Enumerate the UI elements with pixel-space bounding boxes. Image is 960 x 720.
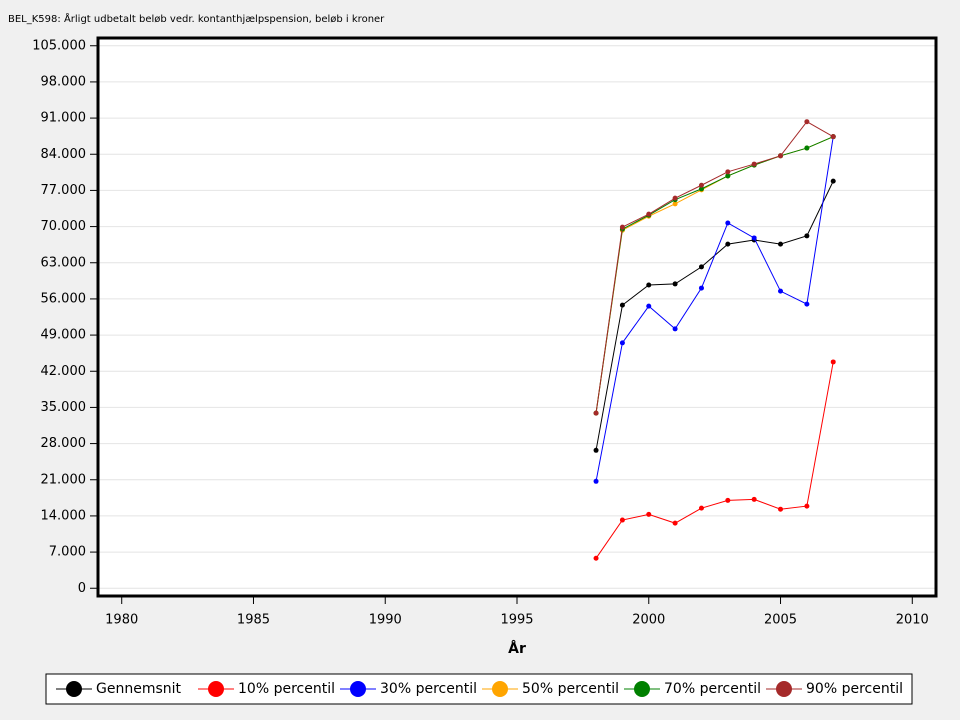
lines <box>593 119 836 561</box>
point <box>725 169 731 175</box>
point <box>778 288 784 294</box>
y-tick-label: 77.000 <box>41 183 87 198</box>
series-line <box>595 136 834 482</box>
series-line <box>595 361 834 559</box>
point <box>593 447 599 453</box>
point <box>698 285 704 291</box>
y-tick-label: 105.000 <box>32 38 86 53</box>
point <box>725 241 731 247</box>
plot-area <box>98 38 936 596</box>
legend-label: 30% percentil <box>380 681 477 697</box>
point <box>830 178 836 184</box>
x-tick-label: 2000 <box>632 613 665 628</box>
y-tick-label: 14.000 <box>41 508 87 523</box>
point <box>672 195 678 201</box>
point <box>778 241 784 247</box>
point <box>619 340 625 346</box>
point <box>698 505 704 511</box>
point <box>725 173 731 179</box>
x-tick-label: 1985 <box>237 613 270 628</box>
point <box>672 520 678 526</box>
x-tick-label: 1980 <box>105 613 138 628</box>
y-tick-label: 35.000 <box>41 400 87 415</box>
y-tick-label: 63.000 <box>41 255 87 270</box>
point <box>646 303 652 309</box>
y-tick-label: 49.000 <box>41 328 87 343</box>
series-line <box>595 121 834 414</box>
y-tick-label: 0 <box>78 581 86 596</box>
point <box>593 410 599 416</box>
point <box>751 161 757 167</box>
point <box>725 220 731 226</box>
point <box>593 478 599 484</box>
point <box>804 145 810 151</box>
legend-label: Gennemsnit <box>96 681 182 697</box>
point <box>646 282 652 288</box>
y-tick-label: 91.000 <box>41 111 87 126</box>
legend-swatch <box>66 681 82 697</box>
point <box>619 224 625 230</box>
point <box>672 281 678 287</box>
point <box>830 134 836 140</box>
point <box>672 326 678 332</box>
x-tick-label: 2005 <box>764 613 797 628</box>
grid <box>98 45 936 589</box>
point <box>698 182 704 188</box>
y-tick-label: 98.000 <box>41 74 87 89</box>
y-tick-label: 42.000 <box>41 364 87 379</box>
legend-swatch <box>492 681 508 697</box>
x-tick-label: 1990 <box>369 613 402 628</box>
y-tick-label: 70.000 <box>41 219 87 234</box>
y-tick-label: 28.000 <box>41 436 87 451</box>
point <box>804 233 810 239</box>
y-tick-label: 56.000 <box>41 291 87 306</box>
point <box>646 511 652 517</box>
point <box>698 186 704 192</box>
legend-label: 70% percentil <box>664 681 761 697</box>
point <box>593 555 599 561</box>
point <box>619 517 625 523</box>
point <box>804 119 810 125</box>
point <box>778 506 784 512</box>
point <box>830 359 836 365</box>
legend-swatch <box>776 681 792 697</box>
series-line <box>595 136 834 414</box>
legend-swatch <box>634 681 650 697</box>
point <box>646 211 652 217</box>
point <box>725 497 731 503</box>
point <box>751 235 757 241</box>
chart-title: BEL_K598: Årligt udbetalt beløb vedr. ko… <box>8 12 385 25</box>
legend-swatch <box>208 681 224 697</box>
x-tick-label: 2010 <box>896 613 929 628</box>
point <box>619 302 625 308</box>
point <box>804 503 810 509</box>
point <box>778 153 784 159</box>
legend-label: 10% percentil <box>238 681 335 697</box>
x-axis-label: År <box>508 640 526 657</box>
point <box>751 496 757 502</box>
legend-label: 90% percentil <box>806 681 903 697</box>
point <box>698 264 704 270</box>
y-tick-label: 84.000 <box>41 147 87 162</box>
point <box>804 301 810 307</box>
point <box>672 201 678 207</box>
y-tick-label: 7.000 <box>49 545 86 560</box>
x-tick-label: 1995 <box>500 613 533 628</box>
y-tick-label: 21.000 <box>41 472 87 487</box>
legend-label: 50% percentil <box>522 681 619 697</box>
legend-swatch <box>350 681 366 697</box>
